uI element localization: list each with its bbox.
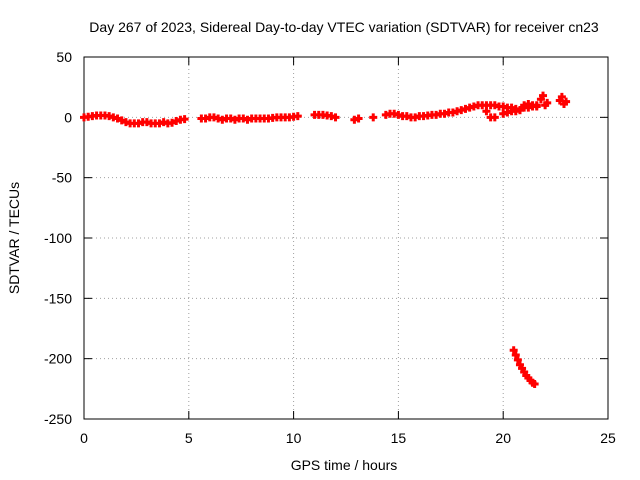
data-point xyxy=(331,113,340,122)
data-point xyxy=(117,116,126,125)
y-tick-label: 50 xyxy=(56,49,72,65)
data-point xyxy=(354,114,363,123)
y-tick-label: -250 xyxy=(44,411,72,427)
data-point xyxy=(293,112,302,121)
x-axis-ticks: 0 5 10 15 20 25 xyxy=(80,57,616,446)
x-tick-label: 10 xyxy=(286,430,302,446)
data-point xyxy=(532,101,541,110)
x-tick-label: 20 xyxy=(495,430,511,446)
x-tick-label: 15 xyxy=(391,430,407,446)
data-point xyxy=(513,355,522,364)
data-point xyxy=(482,107,491,116)
data-point xyxy=(530,380,539,389)
x-tick-label: 25 xyxy=(600,430,616,446)
data-point xyxy=(490,113,499,122)
data-series-sdtvar xyxy=(80,91,571,389)
y-tick-label: -200 xyxy=(44,351,72,367)
x-tick-label: 5 xyxy=(185,430,193,446)
x-axis-label: GPS time / hours xyxy=(291,457,398,473)
data-point xyxy=(168,118,177,127)
data-point xyxy=(113,114,122,123)
plot-border xyxy=(83,56,609,420)
data-point xyxy=(543,98,552,107)
data-point xyxy=(180,115,189,124)
data-point xyxy=(515,106,524,115)
data-point xyxy=(557,92,566,101)
y-tick-label: -150 xyxy=(44,290,72,306)
x-tick-label: 0 xyxy=(80,430,88,446)
y-axis-label: SDTVAR / TECUs xyxy=(6,182,22,294)
y-tick-label: -50 xyxy=(52,170,72,186)
data-point xyxy=(539,91,548,100)
data-point xyxy=(509,346,518,355)
data-point xyxy=(369,113,378,122)
data-point xyxy=(511,351,520,360)
chart-title: Day 267 of 2023, Sidereal Day-to-day VTE… xyxy=(89,19,599,35)
y-tick-label: -100 xyxy=(44,230,72,246)
y-tick-label: 0 xyxy=(64,109,72,125)
data-point xyxy=(562,97,571,106)
